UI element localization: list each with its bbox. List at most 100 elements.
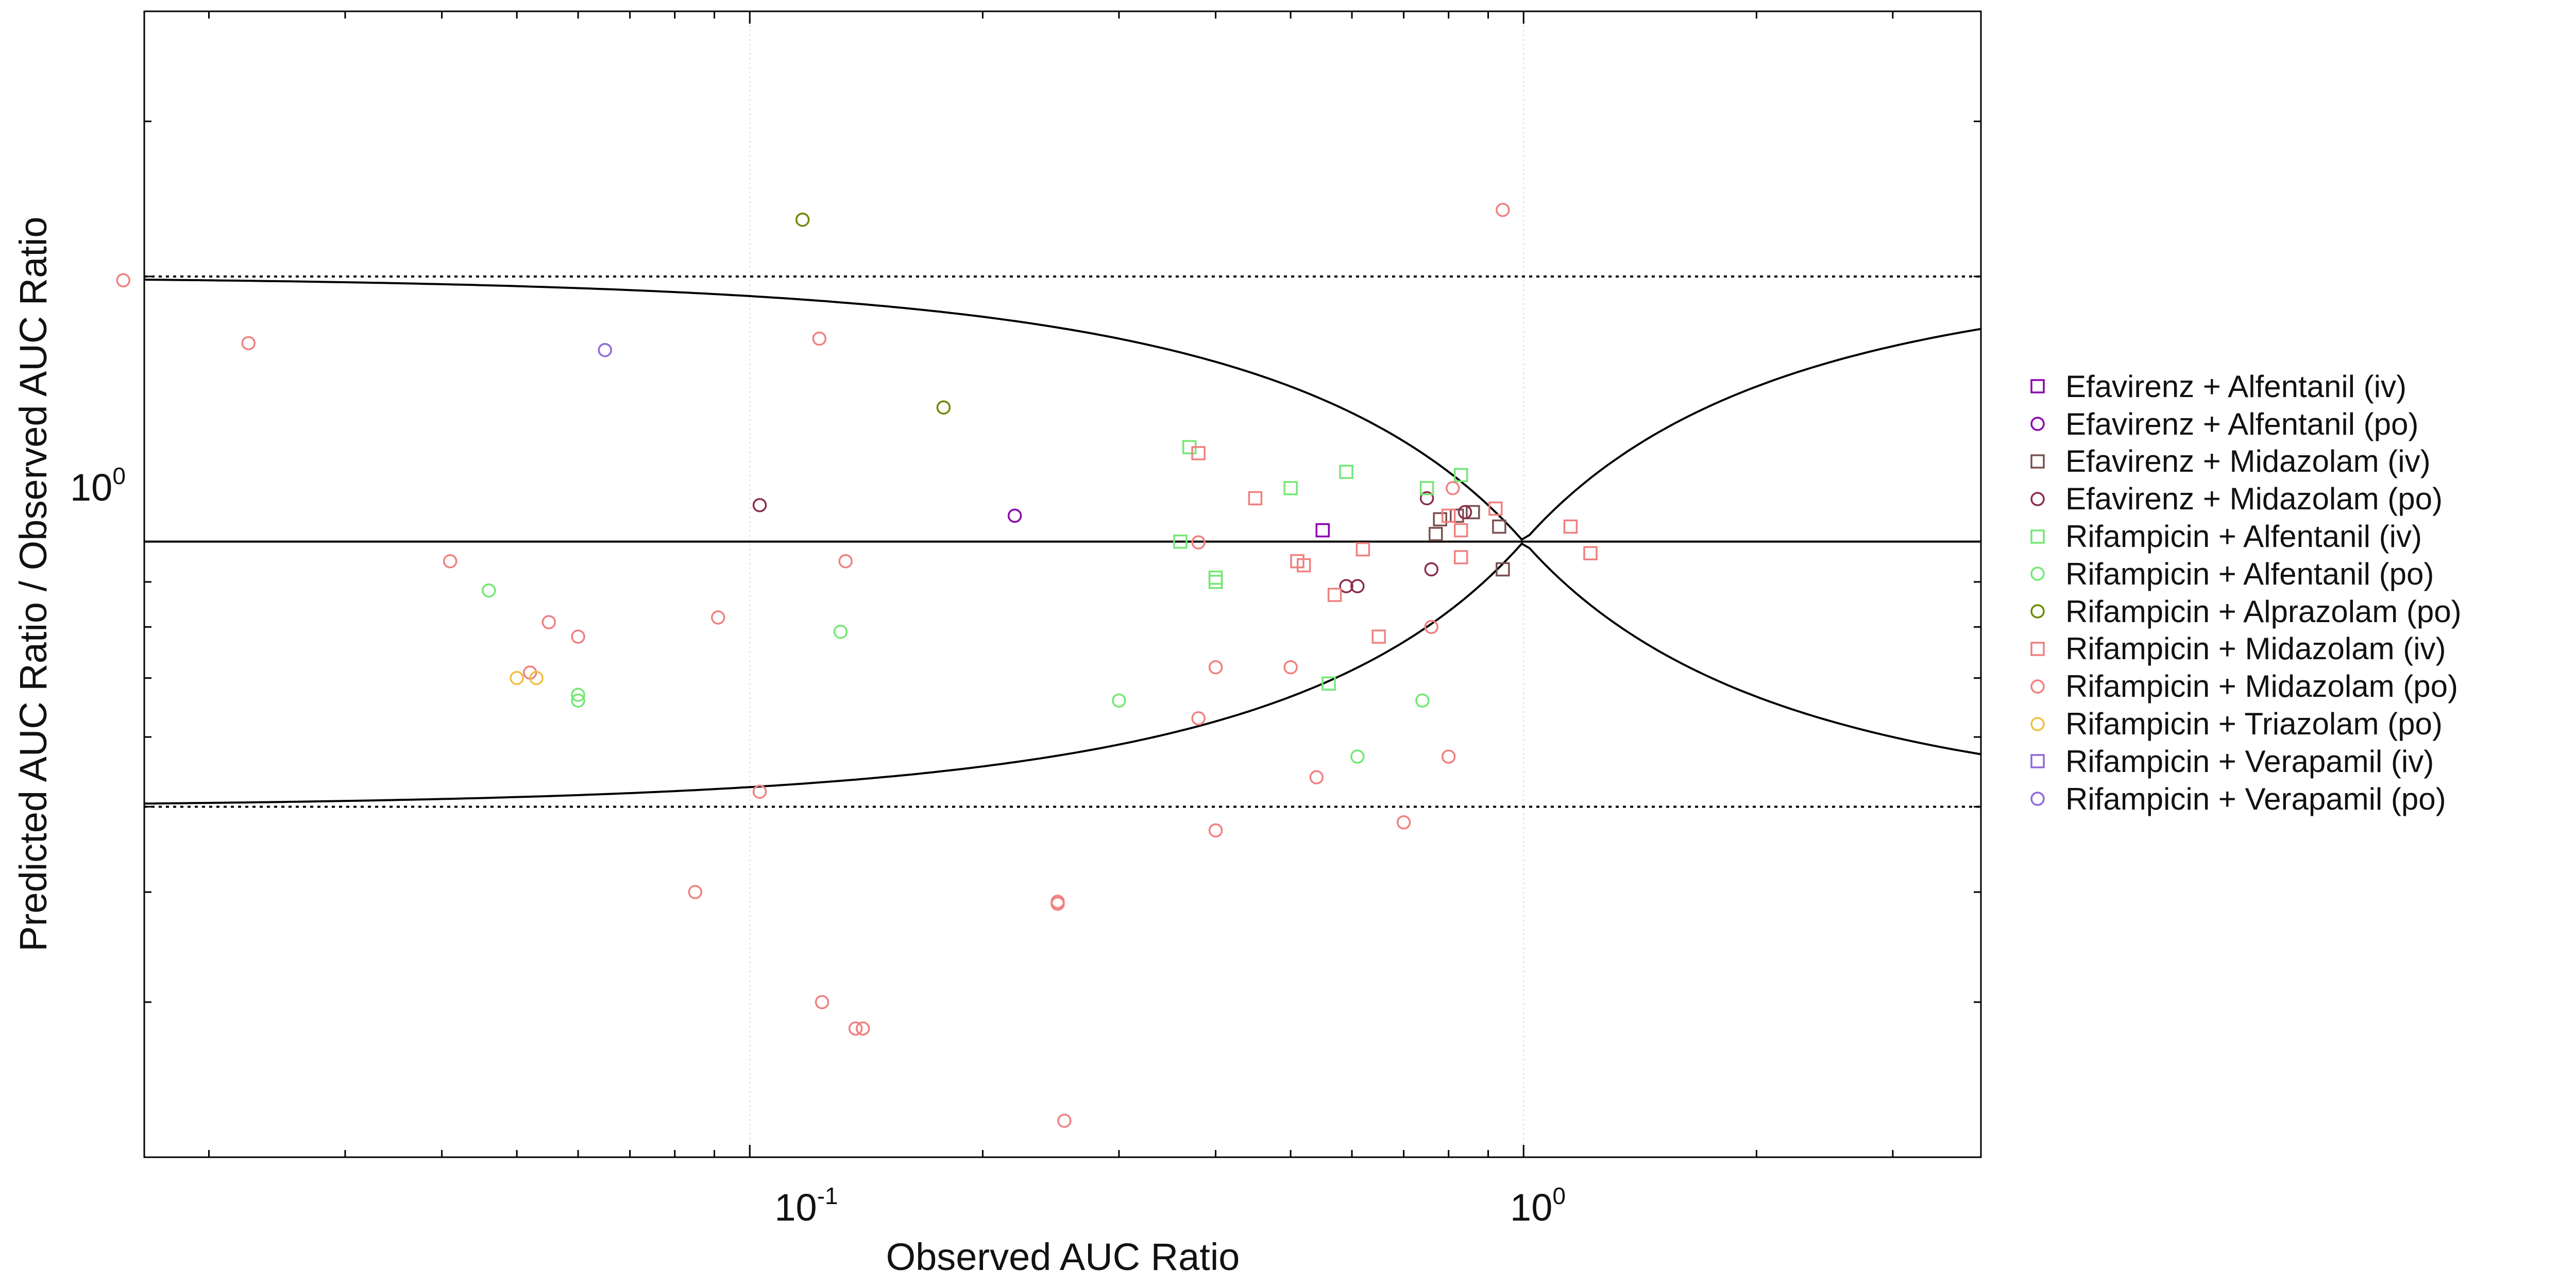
data-point-square (1496, 562, 1510, 577)
data-point-square (1327, 588, 1342, 602)
lower-limit-curve (144, 542, 1981, 805)
data-point-circle (752, 784, 767, 799)
legend-label: Rifampicin + Midazolam (po) (2065, 669, 2458, 704)
legend-square-marker (2030, 754, 2045, 769)
data-point-circle (1446, 481, 1460, 495)
legend-label: Rifampicin + Midazolam (iv) (2065, 631, 2446, 666)
x-axis-label: Observed AUC Ratio (886, 1235, 1240, 1278)
legend-square-marker (2030, 379, 2045, 394)
data-point-square (1466, 505, 1480, 520)
data-point-circle (116, 273, 130, 288)
data-point-circle (571, 693, 585, 708)
legend-marker-shape (2030, 679, 2045, 694)
data-point-square (1339, 465, 1353, 479)
legend-marker-shape (2030, 716, 2045, 731)
data-point-square (1321, 676, 1336, 691)
plot-frame (143, 10, 1982, 1158)
data-point-circle (1112, 693, 1126, 708)
legend-circle-marker (2030, 604, 2045, 619)
data-point-square (1173, 534, 1188, 549)
legend-circle-marker (2030, 679, 2045, 694)
data-point-circle (856, 1021, 870, 1036)
data-point-circle (598, 342, 613, 357)
data-point-circle (1208, 660, 1223, 675)
data-point-square (1208, 575, 1223, 589)
legend-circle-marker (2030, 417, 2045, 431)
data-point-circle (795, 212, 810, 227)
data-point-square (1296, 558, 1311, 573)
legend-label: Efavirenz + Midazolam (po) (2065, 482, 2443, 517)
legend-label: Efavirenz + Alfentanil (iv) (2065, 369, 2406, 404)
data-point-circle (1396, 815, 1411, 830)
data-point-circle (1339, 579, 1353, 593)
data-point-square (1453, 468, 1468, 483)
legend-marker-shape (2030, 792, 2045, 806)
data-point-circle (711, 610, 725, 625)
data-point-circle (1424, 620, 1438, 634)
data-point-circle (812, 331, 827, 346)
legend-label: Rifampicin + Verapamil (iv) (2065, 744, 2434, 779)
x-tick-label-0.1: 10-1 (774, 1182, 838, 1229)
legend-item: Rifampicin + Verapamil (iv) (2027, 743, 2462, 780)
data-point-circle (838, 554, 853, 569)
legend-item: Rifampicin + Triazolam (po) (2027, 705, 2462, 743)
data-point-square (1441, 508, 1456, 523)
data-point-circle (1424, 562, 1438, 577)
y-tick-label-1: 100 (70, 462, 126, 509)
legend-item: Efavirenz + Midazolam (iv) (2027, 443, 2462, 481)
legend-label: Rifampicin + Alfentanil (iv) (2065, 519, 2422, 554)
legend-marker-shape (2030, 567, 2045, 581)
data-point-square (1208, 570, 1223, 585)
data-point-circle (1191, 711, 1206, 726)
data-point-square (1283, 481, 1298, 495)
legend-label: Rifampicin + Alprazolam (po) (2065, 594, 2462, 629)
legend-label: Rifampicin + Verapamil (po) (2065, 781, 2446, 816)
data-point-circle (1496, 202, 1510, 217)
data-point-circle (1191, 535, 1206, 550)
legend-item: Rifampicin + Alfentanil (po) (2027, 555, 2462, 593)
data-point-circle (241, 336, 256, 351)
data-point-square (1453, 523, 1468, 538)
data-points (116, 202, 1598, 1128)
data-point-circle (1419, 491, 1434, 506)
legend-item: Rifampicin + Midazolam (iv) (2027, 630, 2462, 668)
data-point-circle (1007, 508, 1022, 523)
legend-circle-marker (2030, 567, 2045, 581)
data-point-circle (815, 995, 829, 1009)
data-point-circle (936, 400, 951, 415)
x-tick-label-1: 100 (1510, 1182, 1566, 1229)
data-point-circle (443, 554, 457, 569)
legend-circle-marker (2030, 492, 2045, 506)
data-point-circle (510, 671, 524, 685)
reference-lines (144, 275, 1981, 808)
legend-marker-shape (2030, 379, 2045, 394)
legend-marker-shape (2030, 454, 2045, 469)
data-point-square (1429, 527, 1443, 541)
data-point-circle (688, 885, 703, 899)
data-point-square (1419, 481, 1434, 495)
legend-marker-shape (2030, 529, 2045, 544)
y-axis-label: Predicted AUC Ratio / Observed AUC Ratio (12, 216, 55, 951)
data-point-square (1492, 519, 1506, 534)
data-point-square (1563, 519, 1578, 534)
legend-square-marker (2030, 642, 2045, 656)
legend-item: Efavirenz + Midazolam (po) (2027, 480, 2462, 518)
axis-ticks (144, 10, 1981, 1158)
data-point-square (1450, 508, 1464, 523)
data-point-circle (1415, 693, 1430, 708)
data-point-circle (571, 688, 585, 702)
legend-circle-marker (2030, 716, 2045, 731)
data-point-square (1583, 546, 1598, 561)
data-point-circle (1350, 579, 1365, 593)
data-point-circle (571, 629, 585, 644)
legend-item: Rifampicin + Verapamil (po) (2027, 780, 2462, 818)
legend-marker-shape (2030, 604, 2045, 619)
data-point-square (1191, 446, 1206, 460)
data-point-circle (482, 583, 496, 598)
data-point-square (1315, 523, 1330, 538)
data-point-circle (1309, 770, 1324, 785)
data-point-circle (541, 615, 556, 629)
legend-square-marker (2030, 454, 2045, 469)
data-point-square (1248, 491, 1263, 506)
